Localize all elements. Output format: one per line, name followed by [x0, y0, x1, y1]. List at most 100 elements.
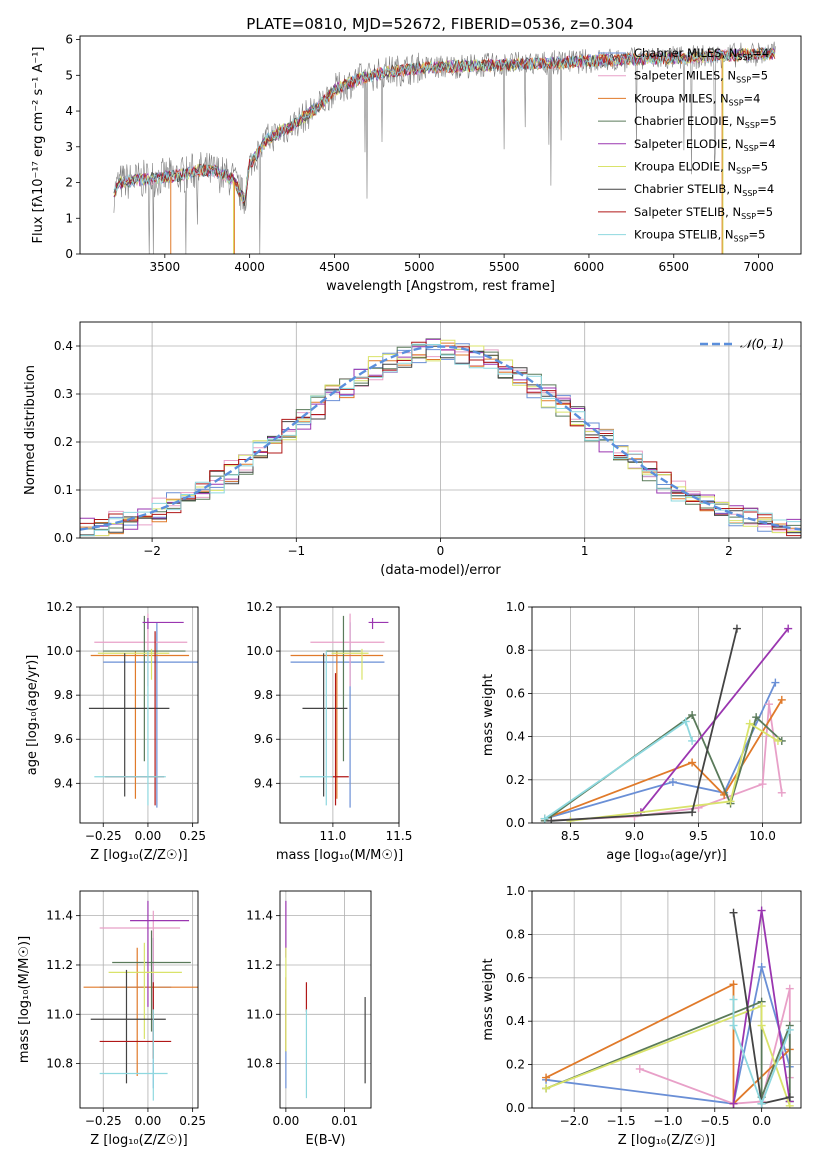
x-axis-label: mass [log₁₀(M/M☉)]	[276, 848, 403, 863]
panel-mass_vs_ebv: 0.00 0.01 10.8 11.0 11.2 11.4 E(B-V)	[246, 890, 372, 1148]
axes-frame	[79, 606, 199, 824]
y-tick-label: 10.2	[46, 600, 73, 614]
y-axis-label: Normed distribution	[23, 365, 38, 495]
panel-age_vs_mass: 11.0 11.5 9.4 9.6 9.8 10.0 10.2 mass [log₁₀(M/M…	[246, 600, 412, 863]
y-tick-label: 0.4	[54, 339, 73, 353]
y-tick-label: 0.8	[506, 643, 525, 657]
y-tick-label: 11.4	[46, 909, 73, 923]
panel-weight_vs_age: 8.5 9.0 9.5 10.0 0.0 0.2 0.4 0.6 0.8 1.0 age [log₁…	[481, 600, 802, 863]
weight-marker-1-0	[635, 1064, 644, 1073]
axes-frame	[531, 890, 802, 1109]
weight-marker-2-1	[688, 758, 697, 767]
normal-curve	[80, 345, 801, 531]
x-tick-label: −0.25	[85, 1114, 122, 1128]
x-axis-label: Z [log₁₀(Z/Z☉)]	[90, 848, 187, 863]
y-tick-label: 0	[65, 247, 73, 261]
y-axis-label: mass weight	[481, 674, 496, 756]
x-tick-label: −1.0	[653, 1114, 682, 1128]
y-tick-label: 11.4	[246, 909, 273, 923]
axes-frame	[79, 890, 199, 1109]
weight-marker-1-3	[758, 780, 767, 789]
x-tick-label: 2	[725, 544, 733, 558]
y-tick-label: 10.8	[46, 1057, 73, 1071]
x-tick-label: −0.5	[700, 1114, 729, 1128]
y-tick-label: 10.2	[246, 600, 273, 614]
weight-marker-6-2	[732, 624, 741, 633]
x-axis-label: (data-model)/error	[380, 563, 501, 578]
normal-legend-label: 𝒩(0, 1)	[740, 337, 784, 351]
panel-mass_vs_Z: −0.25 0.00 0.25 10.8 11.0 11.2 11.4 Z [log₁₀(Z/…	[17, 890, 206, 1148]
weight-marker-1-5	[777, 788, 786, 797]
y-tick-label: 0.2	[54, 435, 73, 449]
y-tick-label: 4	[65, 104, 73, 118]
y-tick-label: 11.2	[246, 958, 273, 972]
y-tick-label: 10.0	[246, 644, 273, 658]
y-tick-label: 0.4	[506, 1014, 525, 1028]
legend-label-4: Salpeter ELODIE, NSSP=4	[634, 137, 776, 153]
y-tick-label: 9.4	[254, 776, 273, 790]
weight-marker-2-3	[777, 695, 786, 704]
weight-marker-1-4	[764, 700, 773, 709]
y-axis-label: mass weight	[481, 958, 496, 1040]
weight-marker-5-3	[785, 1101, 794, 1108]
weight-line-8	[732, 999, 791, 1107]
y-tick-label: 5	[65, 68, 73, 82]
weight-marker-8-0	[540, 814, 549, 823]
x-tick-label: 9.0	[625, 829, 644, 843]
legend-label-7: Salpeter STELIB, NSSP=5	[634, 205, 773, 221]
y-tick-label: 11.0	[246, 1007, 273, 1021]
weight-marker-5-0	[566, 816, 575, 823]
axes-frame	[531, 606, 802, 824]
weight-line-0	[545, 966, 791, 1105]
panel-spectrum: 3500 4000 4500 5000 5500 6000 6500 7000 0 1 2 3 4 5 6 w…	[31, 33, 802, 294]
x-tick-label: 0.00	[135, 1114, 162, 1128]
x-tick-label: 5500	[489, 260, 520, 274]
y-tick-label: 0.6	[506, 686, 525, 700]
x-tick-label: −2.0	[560, 1114, 589, 1128]
weight-marker-5-3	[773, 736, 782, 745]
weight-marker-5-1	[757, 1002, 766, 1011]
panel-weight_vs_Z: −2.0 −1.5 −1.0 −0.5 0.0 0.0 0.2 0.4 0.6 0.8 1.0 Z […	[481, 884, 802, 1148]
x-tick-label: 11.5	[386, 829, 413, 843]
weight-marker-5-1	[726, 797, 735, 806]
weight-marker-3-3	[752, 713, 761, 722]
y-tick-label: 9.4	[54, 776, 73, 790]
x-tick-label: 4500	[319, 260, 350, 274]
x-tick-label: 11.0	[320, 829, 347, 843]
spectrum-legend: Chabrier MILES, NSSP=4 Salpeter MILES, NS…	[598, 46, 777, 244]
y-tick-label: 1.0	[506, 600, 525, 614]
x-tick-label: −0.25	[85, 829, 122, 843]
y-tick-label: 9.8	[54, 688, 73, 702]
model-spectrum-8	[113, 46, 775, 203]
x-tick-label: 0.00	[273, 1114, 300, 1128]
legend-label-6: Chabrier STELIB, NSSP=4	[634, 182, 774, 198]
weight-marker-0-2	[757, 962, 766, 971]
y-tick-label: 0.2	[506, 773, 525, 787]
weight-line-2	[544, 699, 783, 820]
model-spectrum-6	[113, 46, 776, 207]
y-tick-label: 0.0	[506, 1101, 525, 1115]
plot-area	[113, 41, 776, 254]
x-tick-label: 0.00	[135, 829, 162, 843]
weight-marker-1-3	[785, 984, 794, 993]
y-tick-label: 9.6	[254, 732, 273, 746]
x-axis-label: Z [log₁₀(Z/Z☉)]	[90, 1133, 187, 1148]
weight-line-1	[544, 704, 783, 822]
x-tick-label: 4000	[234, 260, 265, 274]
y-tick-label: 9.8	[254, 688, 273, 702]
x-tick-label: −2	[143, 544, 161, 558]
x-tick-label: 6000	[574, 260, 605, 274]
y-tick-label: 2	[65, 176, 73, 190]
weight-marker-5-2	[757, 1021, 766, 1030]
y-tick-label: 11.2	[46, 958, 73, 972]
figure-title: PLATE=0810, MJD=52672, FIBERID=0536, z=0…	[246, 15, 633, 33]
x-tick-label: 1	[581, 544, 589, 558]
weight-line-5	[570, 722, 779, 822]
x-tick-label: 0	[437, 544, 445, 558]
weight-marker-4-0	[729, 1099, 738, 1108]
weight-marker-4-1	[784, 624, 793, 633]
x-tick-label: 3500	[150, 260, 181, 274]
x-tick-label: −1	[287, 544, 305, 558]
x-axis-label: wavelength [Angstrom, rest frame]	[326, 279, 555, 294]
y-tick-label: 6	[65, 33, 73, 47]
